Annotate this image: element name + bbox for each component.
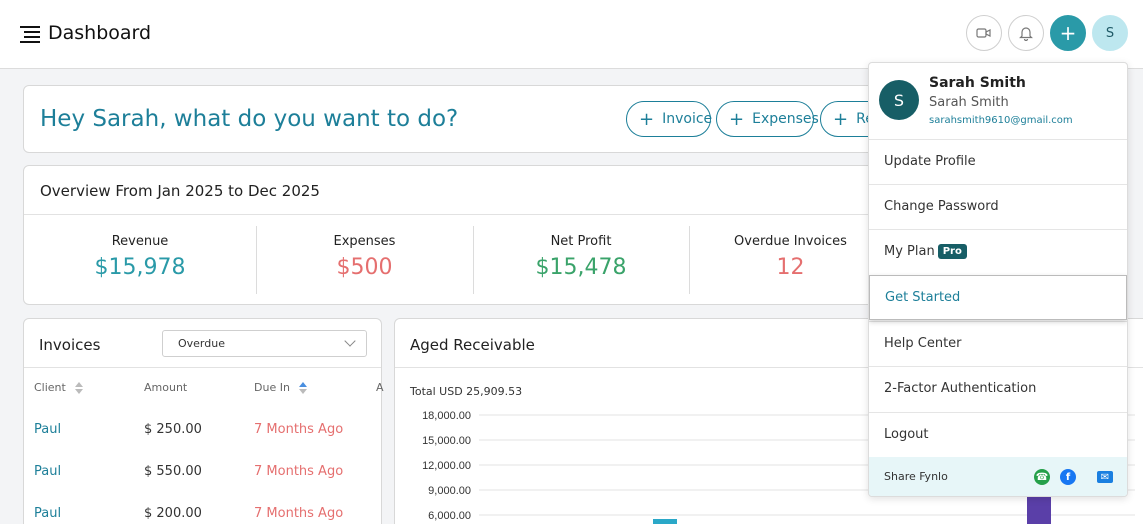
client-link[interactable]: Paul (34, 464, 62, 479)
user-avatar-button[interactable]: S (1092, 15, 1128, 51)
user-subname: Sarah Smith (929, 95, 1009, 110)
plus-icon: + (729, 108, 745, 130)
stat-net-profit: Net Profit $15,478 (473, 226, 689, 294)
y-tick-label: 12,000.00 (422, 460, 471, 472)
amount-value: $ 250.00 (144, 422, 202, 437)
video-camera-icon (976, 28, 991, 38)
column-header-client[interactable]: Client (34, 381, 84, 394)
video-button[interactable] (966, 15, 1002, 51)
plus-icon: + (639, 108, 655, 130)
amount-value: $ 200.00 (144, 506, 202, 521)
email-icon[interactable]: ✉ (1097, 471, 1113, 483)
column-header-action: A (376, 381, 384, 394)
chevron-down-icon (344, 335, 356, 347)
overview-title: Overview From Jan 2025 to Dec 2025 (40, 182, 320, 200)
divider (473, 226, 474, 294)
share-bar: Share Fynlo ☎ f ✉ (869, 457, 1127, 496)
menu-item-get-started[interactable]: Get Started (869, 275, 1127, 320)
revenue-value: $15,978 (94, 255, 186, 280)
column-header-amount: Amount (144, 381, 188, 394)
avatar: S (879, 80, 919, 120)
sort-icon (299, 382, 308, 394)
stat-revenue: Revenue $15,978 (24, 226, 256, 294)
pro-badge: Pro (937, 244, 967, 259)
menu-item-help-center[interactable]: Help Center (869, 321, 1127, 366)
chart-bar (653, 519, 677, 524)
user-name: Sarah Smith (929, 75, 1026, 91)
divider (24, 214, 902, 215)
aged-total: Total USD 25,909.53 (410, 385, 523, 398)
menu-toggle-icon[interactable] (20, 26, 40, 43)
welcome-card: Hey Sarah, what do you want to do? + Invo… (23, 85, 920, 153)
whatsapp-icon[interactable]: ☎ (1034, 469, 1050, 485)
aged-receivable-title: Aged Receivable (410, 336, 535, 354)
y-tick-label: 6,000.00 (428, 510, 471, 522)
bell-icon (1019, 27, 1033, 41)
due-value: 7 Months Ago (254, 422, 344, 437)
aged-receivable-chart: 18,000.00 15,000.00 12,000.00 9,000.00 6,000… (422, 410, 1135, 524)
page-title: Dashboard (48, 22, 152, 44)
top-header: Dashboard + S (0, 0, 1143, 69)
new-expense-button[interactable]: + Expenses (716, 101, 819, 137)
divider (689, 226, 690, 294)
menu-item-update-profile[interactable]: Update Profile (869, 139, 1127, 184)
menu-item-my-plan[interactable]: My Plan Pro (869, 229, 1127, 274)
net-profit-value: $15,478 (535, 255, 627, 280)
divider (395, 367, 1143, 368)
add-new-button[interactable]: + (1050, 15, 1086, 51)
stat-overdue-invoices: Overdue Invoices 12 (689, 226, 892, 294)
due-value: 7 Months Ago (254, 506, 344, 521)
user-dropdown-menu: S Sarah Smith Sarah Smith sarahsmith9610… (868, 62, 1128, 497)
expenses-value: $500 (336, 255, 393, 280)
y-tick-label: 9,000.00 (428, 485, 471, 497)
overdue-invoices-value: 12 (776, 255, 805, 280)
welcome-heading: Hey Sarah, what do you want to do? (40, 106, 459, 132)
due-value: 7 Months Ago (254, 464, 344, 479)
y-tick-label: 15,000.00 (422, 435, 471, 447)
share-label: Share Fynlo (884, 470, 948, 483)
sort-icon (75, 382, 84, 394)
client-link[interactable]: Paul (34, 422, 62, 437)
invoices-title: Invoices (39, 336, 101, 354)
new-invoice-button[interactable]: + Invoice (626, 101, 712, 137)
column-header-due-in[interactable]: Due In (254, 381, 308, 394)
divider (256, 226, 257, 294)
invoices-card: Invoices Overdue Client Amount Due In A … (23, 318, 384, 524)
chart-bar (1027, 494, 1051, 524)
client-link[interactable]: Paul (34, 506, 62, 521)
plus-icon: + (833, 108, 849, 130)
invoice-status-select[interactable]: Overdue (162, 330, 367, 357)
notifications-button[interactable] (1008, 15, 1044, 51)
divider (24, 367, 381, 368)
menu-item-change-password[interactable]: Change Password (869, 184, 1127, 229)
stat-expenses: Expenses $500 (256, 226, 473, 294)
user-email: sarahsmith9610@gmail.com (929, 115, 1073, 126)
overview-card: Overview From Jan 2025 to Dec 2025 Reven… (23, 165, 903, 305)
menu-item-logout[interactable]: Logout (869, 412, 1127, 457)
facebook-icon[interactable]: f (1060, 469, 1076, 485)
menu-item-2fa[interactable]: 2-Factor Authentication (869, 366, 1127, 411)
y-tick-label: 18,000.00 (422, 410, 471, 422)
amount-value: $ 550.00 (144, 464, 202, 479)
